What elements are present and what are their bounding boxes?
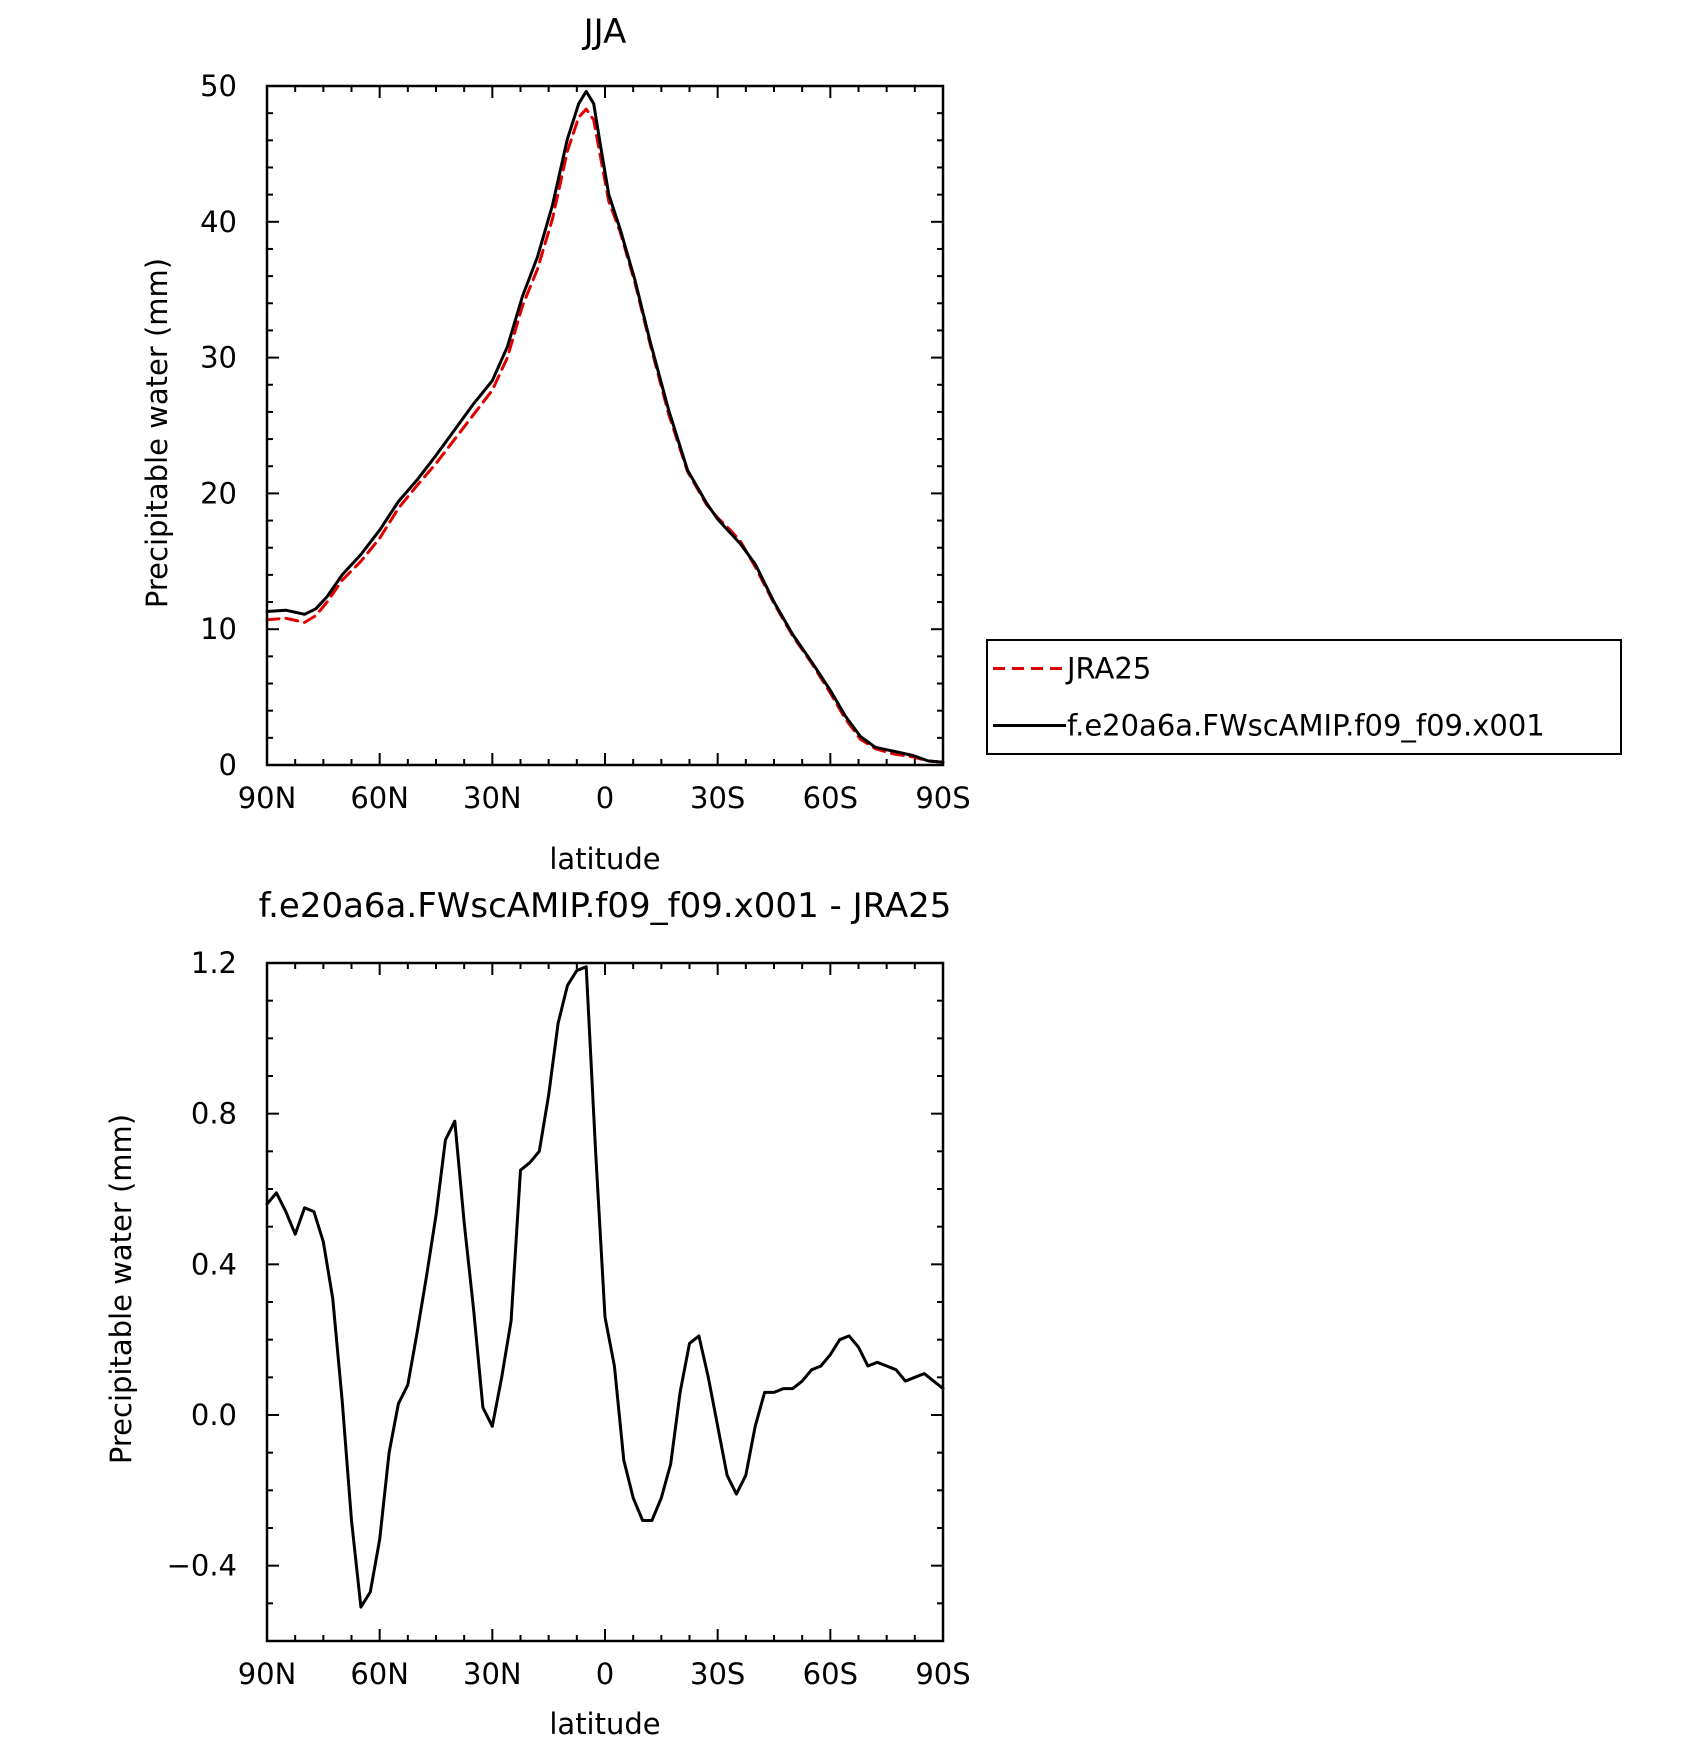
y-tick-label: 20 (200, 476, 237, 510)
y-tick-label: 50 (200, 69, 237, 103)
series-layer (265, 965, 945, 1609)
chart-title: f.e20a6a.FWscAMIP.f09_f09.x001 - JRA25 (259, 886, 952, 926)
y-tick-label: 10 (200, 612, 237, 646)
legend-label: f.e20a6a.FWscAMIP.f09_f09.x001 (1067, 709, 1545, 743)
y-tick-label: 0 (219, 748, 237, 782)
x-tick-label: 90S (915, 1657, 970, 1691)
x-tick-label: 30N (463, 781, 522, 815)
x-tick-label: 30S (690, 781, 745, 815)
legend-label: JRA25 (1065, 652, 1151, 686)
chart-panel-bottom: f.e20a6a.FWscAMIP.f09_f09.x001 - JRA25 9… (104, 886, 971, 1741)
legend-box (986, 639, 1622, 755)
y-axis-label: Precipitable water (mm) (140, 258, 174, 608)
series-layer (265, 89, 945, 764)
tick-labels: 90N 60N 30N 0 30S 60S 90S 0 10 20 30 40 50 (200, 69, 971, 815)
x-tick-label: 60N (350, 781, 409, 815)
x-tick-label: 90N (238, 1657, 297, 1691)
series-line-f-e20a6a-fwscamip-f09-f09-x001 (265, 89, 945, 764)
x-tick-label: 60S (803, 1657, 858, 1691)
plot-frame (265, 961, 945, 1643)
x-tick-label: 90S (915, 781, 970, 815)
x-axis-label: latitude (549, 1707, 660, 1741)
series-line-difference (265, 965, 945, 1609)
y-tick-label: 0.0 (191, 1398, 237, 1432)
x-tick-label: 30S (690, 1657, 745, 1691)
x-tick-label: 0 (596, 781, 614, 815)
chart-panel-top: JJA 90N 60N 30N 0 30S 60S 90S 0 10 20 30 40 50 latit… (140, 12, 1622, 876)
y-tick-label: 30 (200, 341, 237, 375)
y-tick-label: 0.8 (191, 1097, 237, 1131)
x-tick-label: 90N (238, 781, 297, 815)
y-tick-label: 0.4 (191, 1247, 237, 1281)
y-axis-label: Precipitable water (mm) (104, 1114, 138, 1464)
chart-title: JJA (582, 12, 627, 52)
x-tick-label: 0 (596, 1657, 614, 1691)
x-tick-label: 30N (463, 1657, 522, 1691)
y-tick-label: 40 (200, 205, 237, 239)
tick-labels: 90N 60N 30N 0 30S 60S 90S −0.4 0.0 0.4 0.8 1.2 (167, 946, 971, 1691)
y-tick-label: −0.4 (167, 1549, 237, 1583)
legend: JRA25 f.e20a6a.FWscAMIP.f09_f09.x001 (986, 639, 1622, 755)
y-tick-label: 1.2 (191, 946, 237, 980)
x-tick-label: 60S (803, 781, 858, 815)
plot-frame (265, 84, 945, 767)
x-tick-label: 60N (350, 1657, 409, 1691)
x-axis-label: latitude (549, 842, 660, 876)
